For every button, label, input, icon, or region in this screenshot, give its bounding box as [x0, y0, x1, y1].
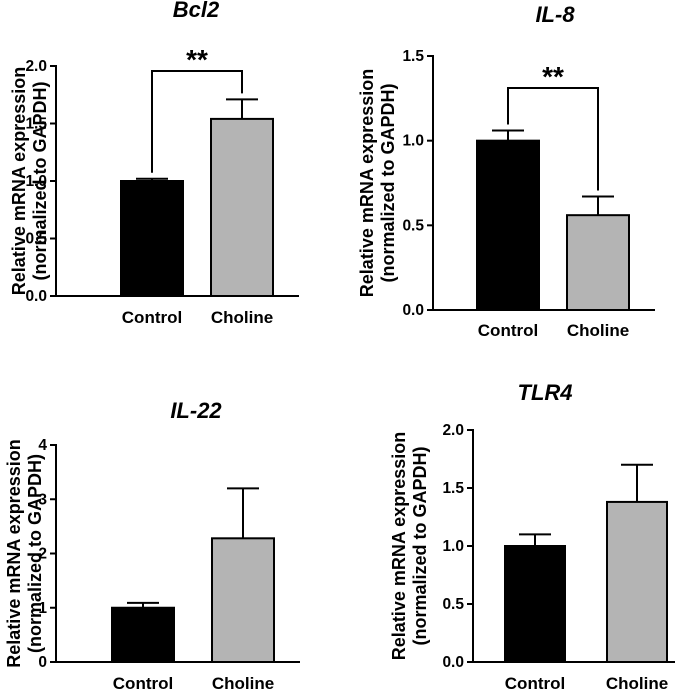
bar-control — [476, 139, 540, 311]
y-axis-label-line1: Relative mRNA expression — [9, 67, 29, 295]
chart-title: IL-8 — [535, 2, 575, 27]
x-category-label: Choline — [567, 321, 629, 340]
chart-title: TLR4 — [518, 380, 573, 405]
significance-bracket — [151, 70, 243, 173]
y-tick-label: 0.5 — [402, 217, 424, 234]
chart-title: IL-22 — [170, 398, 222, 423]
significance-label: ** — [186, 44, 208, 75]
x-category-label: Control — [505, 674, 565, 691]
y-axis-label-line2: (normalized to GAPDH) — [30, 81, 50, 280]
y-axis-label-line2: (normalized to GAPDH) — [25, 454, 45, 653]
x-category-label: Control — [113, 674, 173, 691]
bar-control — [111, 606, 175, 663]
y-tick-label: 0 — [38, 654, 47, 671]
chart-panel-il22: IL-22 Relative mRNA expression(normalized… — [4, 398, 300, 691]
chart-title: Bcl2 — [173, 0, 220, 22]
x-category-label: Choline — [212, 674, 274, 691]
y-tick-label: 1 — [38, 600, 47, 617]
y-tick-label: 1.5 — [402, 48, 424, 65]
chart-panel-tlr4: TLR4 Relative mRNA expression(normalized … — [389, 380, 675, 691]
bar-control — [120, 180, 184, 297]
chart-panel-il8: IL-8 Relative mRNA expression(normalized … — [357, 2, 655, 340]
y-axis-label-line1: Relative mRNA expression — [4, 439, 24, 667]
bar-control — [504, 545, 566, 663]
y-axis-label-line2: (normalized to GAPDH) — [410, 446, 430, 645]
y-tick-label: 0.0 — [25, 288, 47, 305]
y-tick-label: 3 — [38, 491, 47, 508]
y-tick-label: 0.5 — [25, 231, 47, 248]
y-axis-label: Relative mRNA expression(normalized to G… — [9, 67, 50, 295]
bar-choline — [210, 117, 274, 298]
y-axis-label-line2: (normalized to GAPDH) — [378, 83, 398, 282]
x-category-label: Choline — [211, 308, 273, 327]
y-axis-label-line1: Relative mRNA expression — [357, 69, 377, 297]
y-tick-label: 0.0 — [402, 302, 424, 319]
y-axis-label: Relative mRNA expression(normalized to G… — [357, 69, 398, 297]
y-tick-label: 0.0 — [442, 654, 464, 671]
bar-choline — [606, 500, 668, 664]
y-tick-label: 1.0 — [442, 538, 464, 555]
x-category-label: Choline — [606, 674, 668, 691]
y-tick-label: 4 — [38, 437, 47, 454]
bar-choline — [566, 214, 630, 312]
significance-label: ** — [542, 61, 564, 92]
y-axis-label: Relative mRNA expression(normalized to G… — [389, 432, 430, 660]
y-tick-label: 1.5 — [25, 116, 47, 133]
y-tick-label: 1.0 — [25, 173, 47, 190]
y-tick-label: 1.0 — [402, 133, 424, 150]
y-tick-label: 2 — [38, 546, 47, 563]
x-category-label: Control — [478, 321, 538, 340]
x-category-label: Control — [122, 308, 182, 327]
y-tick-label: 1.5 — [442, 480, 464, 497]
y-tick-label: 0.5 — [442, 596, 464, 613]
chart-panel-bcl2: Bcl2 Relative mRNA expression(normalized … — [9, 0, 299, 327]
significance-bracket — [507, 87, 599, 191]
bar-choline — [211, 537, 275, 663]
y-tick-label: 2.0 — [25, 58, 47, 75]
y-tick-label: 2.0 — [442, 422, 464, 439]
y-axis-label-line1: Relative mRNA expression — [389, 432, 409, 660]
y-axis-label: Relative mRNA expression(normalized to G… — [4, 439, 45, 667]
